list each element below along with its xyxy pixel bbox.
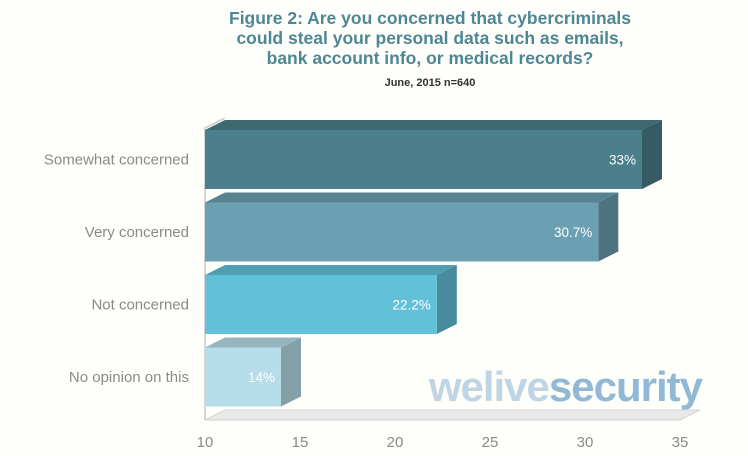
bar-1 [205, 202, 599, 262]
watermark-part-2: security [549, 363, 704, 410]
bar-top-3 [205, 337, 301, 348]
data-label-1: 30.7% [554, 225, 592, 240]
x-tick-label-2: 20 [387, 434, 404, 451]
bar-top-1 [205, 192, 619, 203]
x-tick-label-3: 25 [482, 434, 499, 451]
chart-subtitle: June, 2015 n=640 [384, 77, 476, 89]
x-tick-label-4: 30 [577, 434, 594, 451]
chart-title: Figure 2: Are you concerned that cybercr… [190, 8, 670, 68]
category-label-3: No opinion on this [69, 369, 189, 386]
x-tick-label-0: 10 [197, 434, 214, 451]
x-tick-label-5: 35 [672, 434, 689, 451]
category-label-2: Not concerned [91, 297, 189, 314]
watermark-logo: welivesecurity [428, 363, 704, 410]
bar-3 [205, 347, 281, 407]
data-label-2: 22.2% [393, 298, 431, 313]
chart-title-line-2: could steal your personal data such as e… [236, 28, 624, 48]
category-label-1: Very concerned [85, 224, 189, 241]
x-tick-label-1: 15 [292, 434, 309, 451]
bar-0 [205, 130, 642, 189]
bar-side-2 [436, 265, 457, 334]
data-label-0: 33% [609, 153, 636, 168]
watermark-part-1: welive [428, 363, 549, 410]
data-label-3: 14% [248, 370, 275, 385]
bar-side-0 [642, 120, 662, 189]
bar-top-2 [205, 265, 457, 275]
chart-title-line-3: bank account info, or medical records? [266, 48, 594, 68]
bar-2 [205, 275, 437, 334]
bar-side-3 [281, 337, 301, 407]
category-label-0: Somewhat concerned [44, 152, 189, 169]
bar-side-1 [598, 192, 619, 262]
bar-top-0 [205, 120, 662, 130]
chart-title-line-1: Figure 2: Are you concerned that cybercr… [229, 8, 631, 28]
axis-floor [204, 409, 701, 421]
